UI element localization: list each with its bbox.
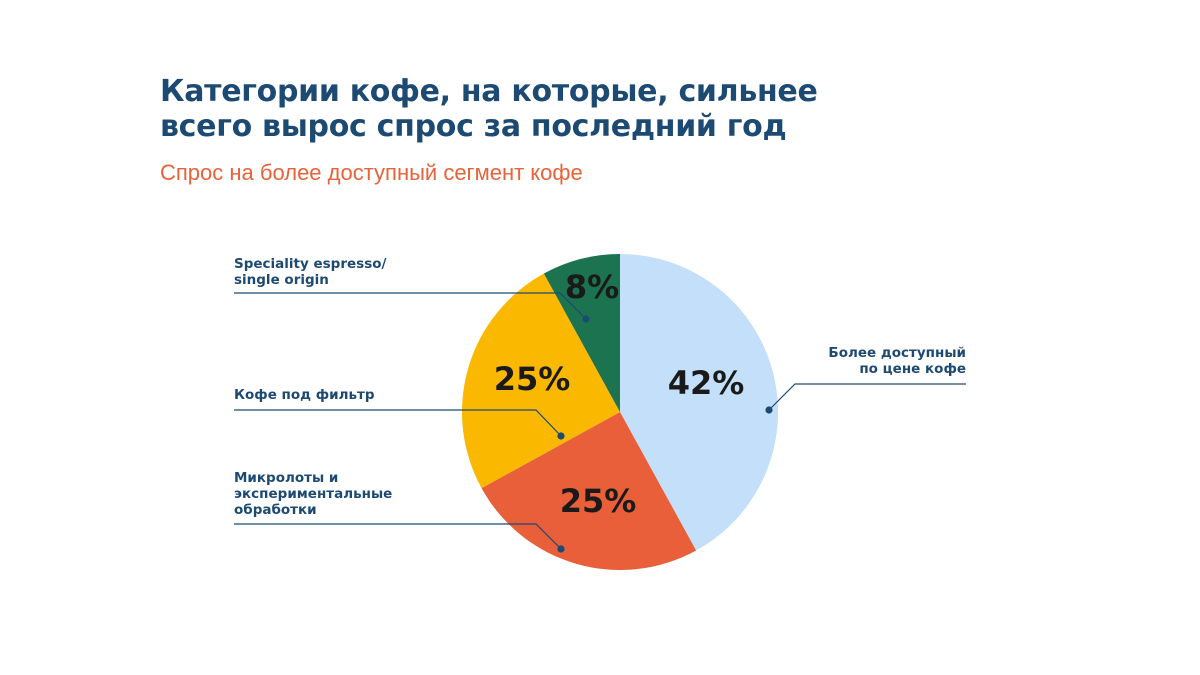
callout-label-1-line-2: обработки (234, 502, 317, 518)
pie-slice-0 (620, 253, 779, 551)
pie-slice-value-label-2: 25% (494, 360, 571, 398)
pie-slice-value-label-1: 25% (560, 482, 637, 520)
chart-subtitle: Спрос на более доступный сегмент кофе (160, 160, 583, 185)
callout-label-1: Микролоты и экспериментальные обработки (234, 470, 392, 518)
callout-label-1-line-0: Микролоты и (234, 470, 338, 486)
pie-slice-value-label-0: 42% (668, 364, 745, 402)
chart-title-line-1: Категории кофе, на которые, сильнее (160, 74, 818, 109)
callout-label-3: Speciality espresso/single origin (234, 256, 387, 288)
callout-label-3-line-1: single origin (234, 272, 329, 288)
chart-title: Категории кофе, на которые, сильнее всег… (160, 74, 1060, 144)
chart-title-line-2: всего вырос спрос за последний год (160, 109, 787, 144)
callout-dot-1 (557, 545, 565, 553)
callout-label-2-line-0: Кофе под фильтр (234, 387, 375, 403)
callout-label-2: Кофе под фильтр (234, 387, 375, 403)
callout-label-0-line-0: Более доступный (828, 345, 966, 361)
callout-label-0-line-1: по цене кофе (859, 361, 966, 377)
callout-line-2 (234, 409, 562, 437)
callout-line-0 (768, 383, 966, 411)
pie-slice-value-label-3: 8% (565, 268, 619, 306)
callout-dot-0 (765, 406, 773, 414)
callout-label-0: Более доступный по цене кофе (828, 345, 966, 377)
callout-line-3 (234, 292, 587, 320)
callout-line-1 (234, 523, 562, 550)
callout-dot-3 (582, 315, 590, 323)
callout-label-3-line-0: Speciality espresso/ (234, 256, 387, 272)
pie-slice-2 (461, 273, 620, 489)
callout-dot-2 (557, 432, 565, 440)
pie-slice-1 (481, 412, 697, 571)
callout-label-1-line-1: экспериментальные (234, 486, 392, 502)
pie-slice-3 (543, 254, 620, 412)
